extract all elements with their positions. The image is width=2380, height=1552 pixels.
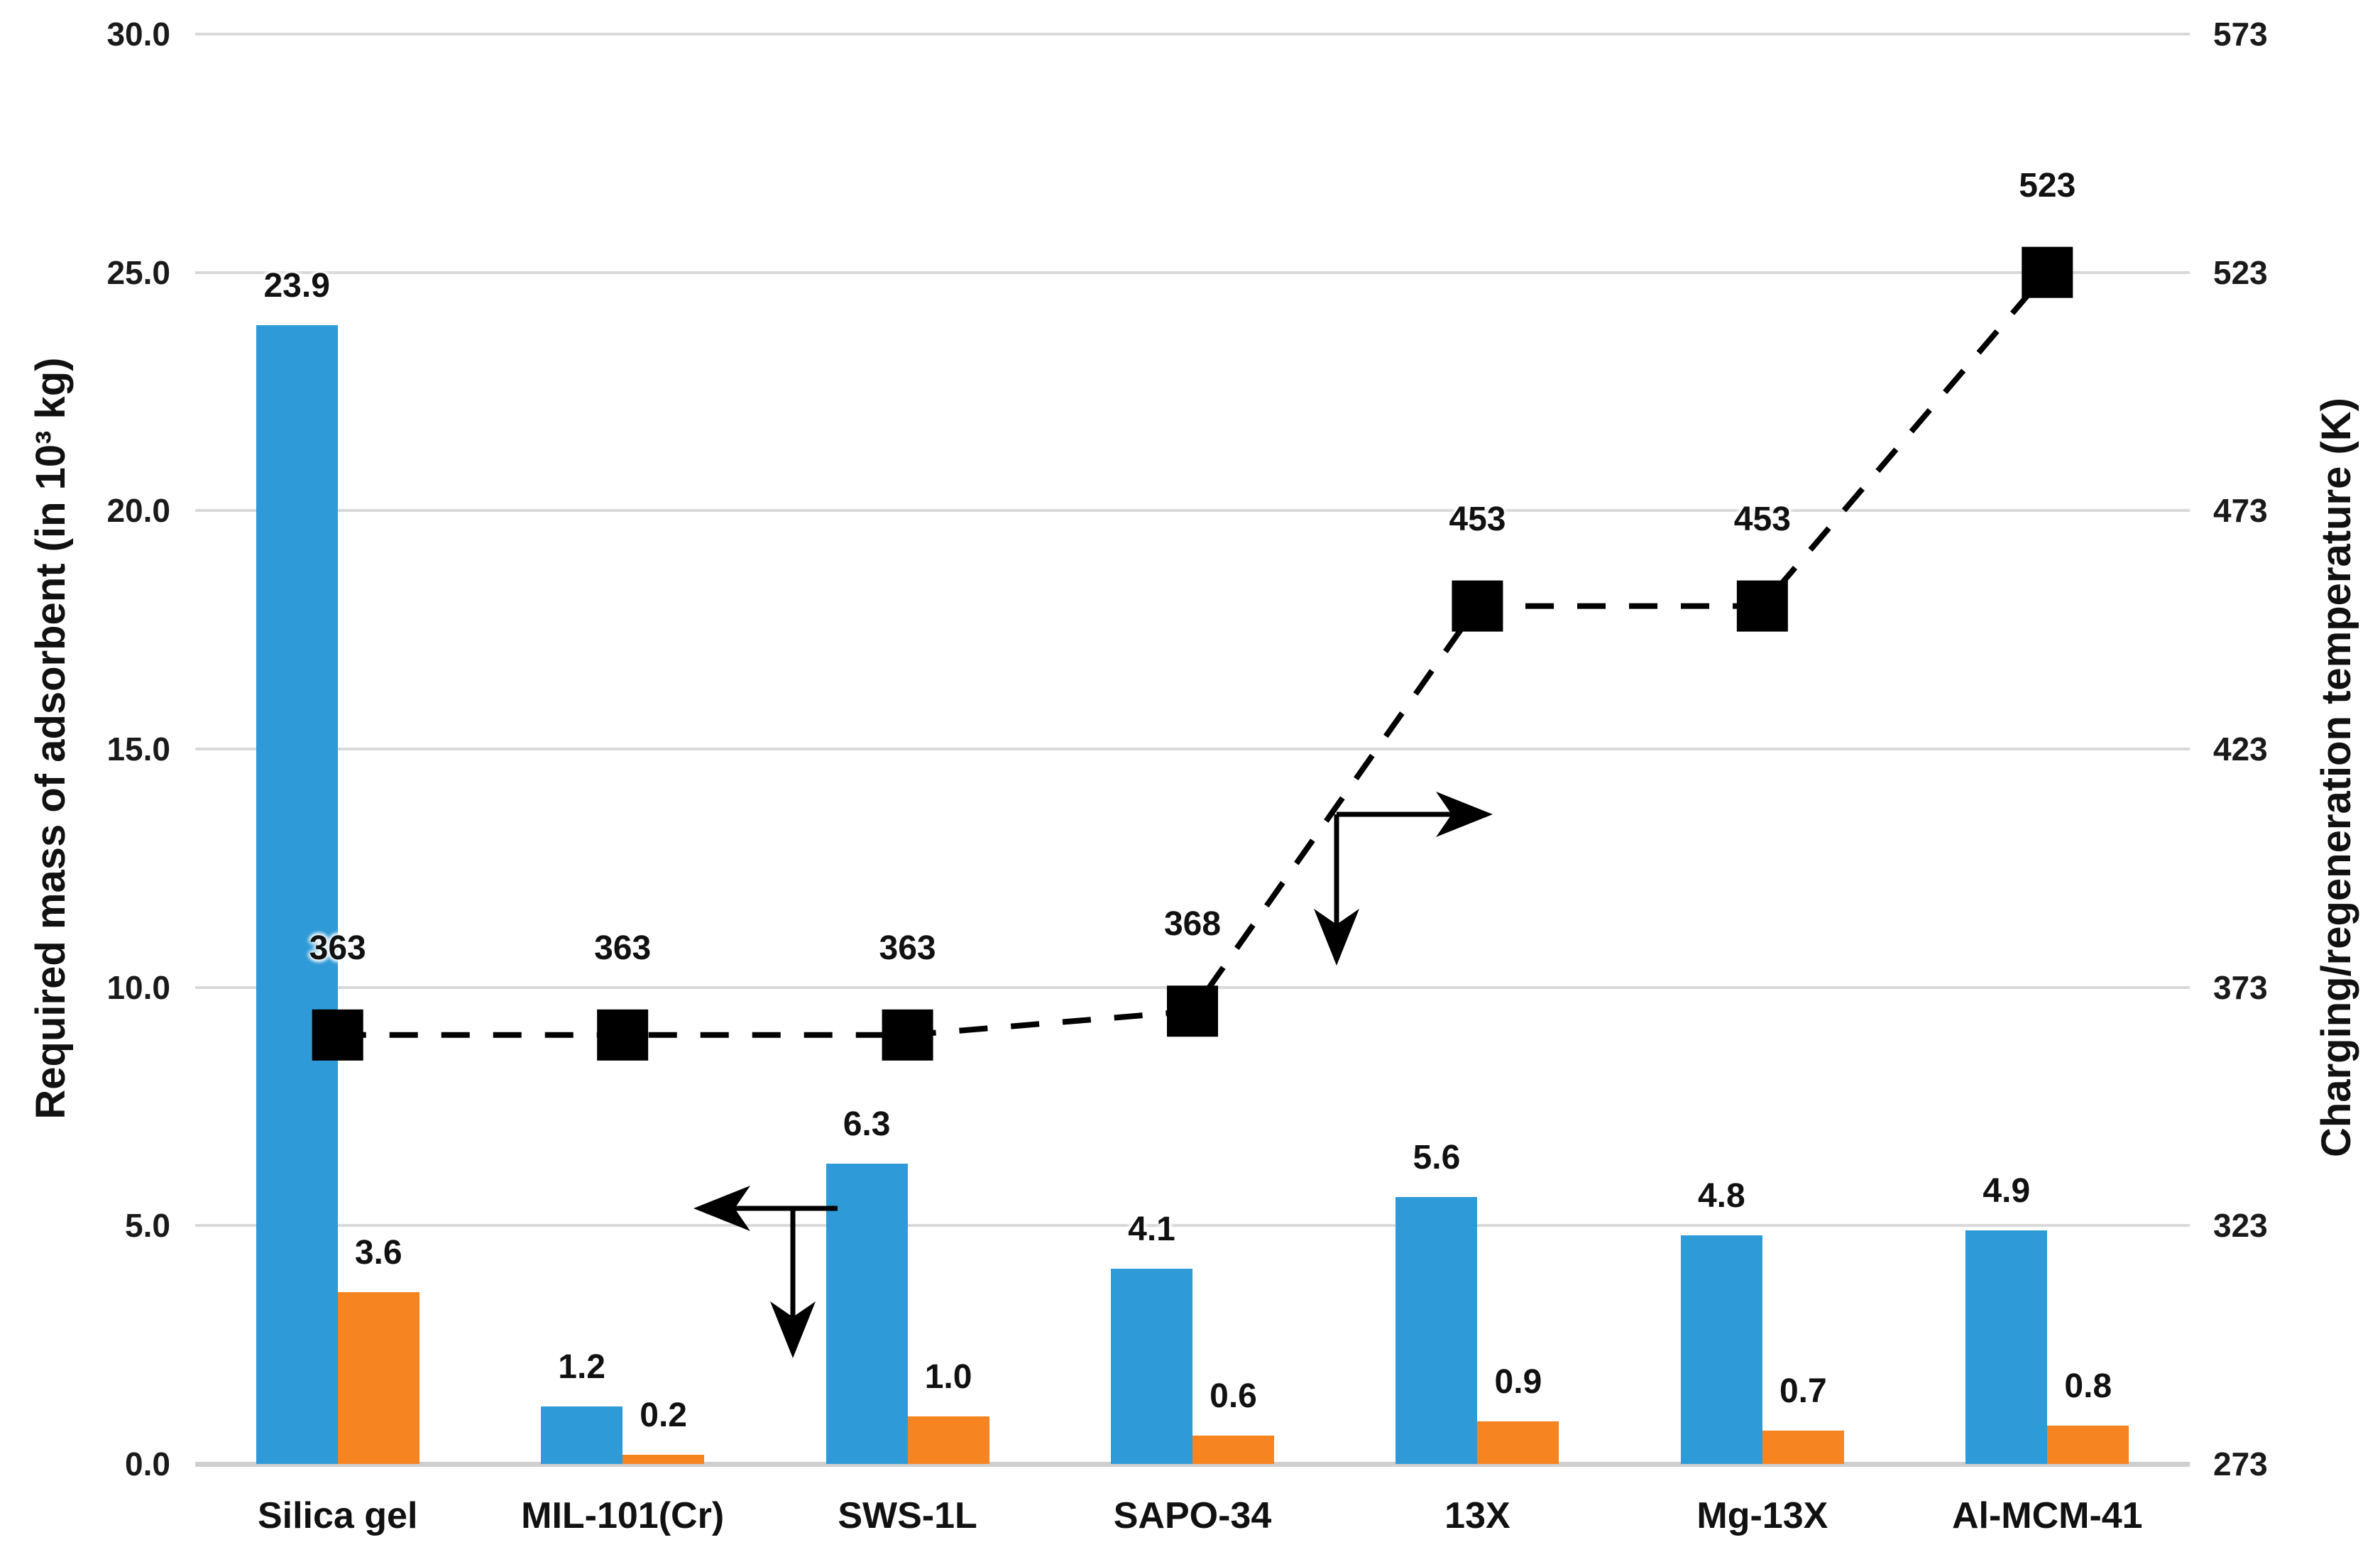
bar-blue-value-label: 1.2 <box>558 1348 605 1387</box>
bar-blue-1 <box>256 324 338 1464</box>
temperature-value-label: 363 <box>879 929 936 967</box>
bar-orange-value-label: 0.2 <box>640 1396 687 1434</box>
bar-orange-6 <box>1762 1431 1844 1464</box>
left-axis-tick-label: 30.0 <box>106 16 170 53</box>
bar-orange-1 <box>337 1292 419 1464</box>
category-label-3: SWS-1L <box>838 1495 977 1536</box>
temperature-value-label: 523 <box>2019 166 2076 204</box>
bar-blue-6 <box>1680 1235 1762 1464</box>
gridline <box>195 270 2190 274</box>
bar-orange-value-label: 0.8 <box>2064 1367 2112 1406</box>
temperature-marker-3 <box>882 1009 933 1061</box>
right-axis-tick-label: 523 <box>2213 253 2268 291</box>
bar-orange-3 <box>907 1416 989 1464</box>
bar-blue-4 <box>1111 1268 1192 1464</box>
temperature-value-label: 363 <box>594 929 652 967</box>
category-label-6: Mg-13X <box>1696 1495 1828 1536</box>
right-axis-tick-label: 423 <box>2213 731 2268 767</box>
right-axis-tick-label: 373 <box>2213 968 2268 1006</box>
right-axis-tick-label: 273 <box>2213 1446 2268 1482</box>
temperature-marker-1 <box>312 1009 363 1061</box>
right-axis-tick-label: 473 <box>2213 492 2268 530</box>
left-axis-tick-label: 20.0 <box>106 492 170 530</box>
bar-orange-2 <box>623 1454 705 1464</box>
gridline <box>195 33 2190 35</box>
bar-orange-value-label: 1.0 <box>924 1357 972 1396</box>
left-axis-tick-label: 10.0 <box>106 968 170 1006</box>
bar-blue-3 <box>826 1164 908 1464</box>
category-label-1: Silica gel <box>257 1495 418 1536</box>
left-axis-tick-label: 5.0 <box>125 1207 170 1245</box>
temperature-value-label: 453 <box>1733 500 1791 538</box>
bar-orange-4 <box>1192 1435 1274 1464</box>
bar-orange-value-label: 0.6 <box>1210 1377 1257 1415</box>
bar-blue-value-label: 5.6 <box>1413 1139 1461 1177</box>
bar-orange-7 <box>2047 1426 2129 1464</box>
gridline <box>195 1224 2190 1228</box>
right-axis-tick-label: 323 <box>2213 1207 2268 1245</box>
temperature-value-label: 363 <box>309 929 366 967</box>
gridline <box>195 748 2190 750</box>
bar-blue-5 <box>1395 1197 1478 1464</box>
bar-orange-value-label: 3.6 <box>354 1234 402 1272</box>
bar-blue-value-label: 4.8 <box>1697 1176 1745 1215</box>
temperature-marker-5 <box>1452 580 1503 632</box>
left-axis-tick-label: 25.0 <box>106 253 170 291</box>
temperature-marker-7 <box>2022 246 2073 298</box>
bar-blue-value-label: 23.9 <box>263 266 330 305</box>
bar-blue-2 <box>541 1406 623 1464</box>
category-label-4: SAPO-34 <box>1113 1495 1272 1536</box>
temperature-marker-4 <box>1167 985 1218 1037</box>
bar-orange-5 <box>1477 1421 1559 1464</box>
category-label-7: Al-MCM-41 <box>1951 1495 2143 1536</box>
category-label-5: 13X <box>1444 1495 1510 1536</box>
gridline <box>195 509 2190 513</box>
temperature-marker-2 <box>597 1009 649 1061</box>
left-axis-tick-label: 15.0 <box>106 731 170 767</box>
bar-orange-value-label: 0.7 <box>1779 1372 1827 1410</box>
temperature-value-label: 368 <box>1163 905 1222 944</box>
bar-blue-value-label: 6.3 <box>843 1105 891 1144</box>
bar-blue-value-label: 4.1 <box>1128 1210 1175 1248</box>
x-axis-line <box>195 1462 2190 1467</box>
temperature-value-label: 453 <box>1449 500 1506 538</box>
right-axis-tick-label: 573 <box>2213 16 2268 53</box>
category-label-2: MIL-101(Cr) <box>521 1495 725 1536</box>
bar-blue-7 <box>1965 1230 2048 1464</box>
left-axis-tick-label: 0.0 <box>125 1446 170 1482</box>
bar-blue-value-label: 4.9 <box>1983 1172 2031 1211</box>
bar-orange-value-label: 0.9 <box>1494 1362 1542 1401</box>
temperature-marker-6 <box>1736 580 1788 632</box>
